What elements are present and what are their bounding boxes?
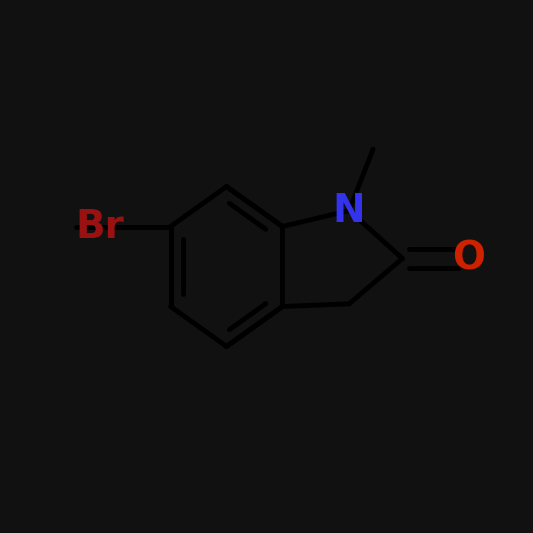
Text: Br: Br — [76, 207, 124, 246]
Text: N: N — [333, 191, 366, 230]
Text: O: O — [453, 239, 486, 278]
